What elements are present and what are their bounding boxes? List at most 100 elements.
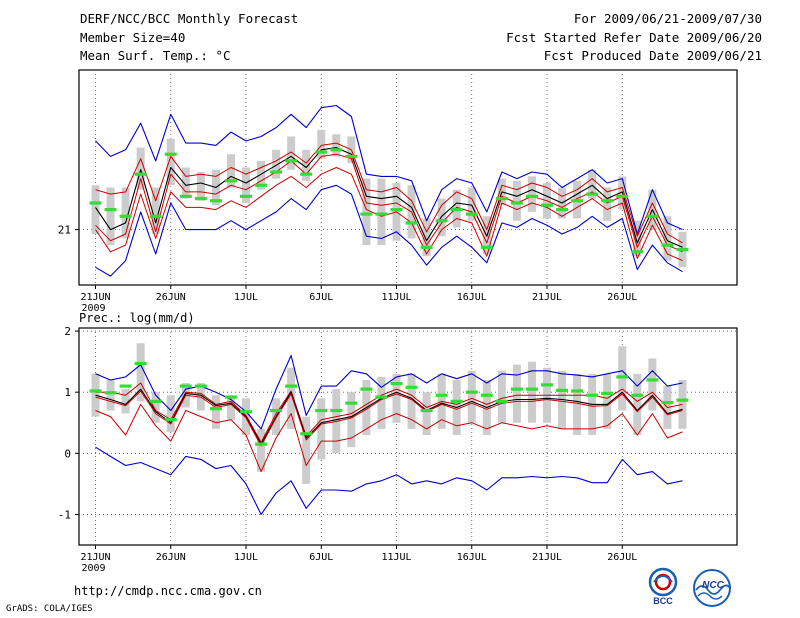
member-size-label: Member Size=40 xyxy=(80,30,186,45)
series-line-mean xyxy=(95,388,683,445)
spread-bar xyxy=(648,358,657,411)
reference-marker xyxy=(149,214,162,218)
x-tick-label: 26JUN xyxy=(156,552,186,563)
spread-bar xyxy=(588,169,597,199)
spread-bar xyxy=(257,428,266,472)
series-line-band-upper xyxy=(95,142,683,244)
reference-marker xyxy=(465,212,478,216)
reference-marker xyxy=(661,243,674,247)
reference-marker xyxy=(450,208,463,212)
series-line-band-upper xyxy=(95,382,683,443)
reference-marker xyxy=(149,399,162,403)
series-line-band-lower xyxy=(95,153,683,253)
series-line-min xyxy=(95,167,683,262)
plot-frame xyxy=(78,327,738,546)
reference-marker xyxy=(330,408,343,413)
spread-bar xyxy=(272,149,281,179)
spread-bar xyxy=(136,147,145,190)
reference-marker xyxy=(315,408,328,413)
reference-marker xyxy=(601,391,614,396)
reference-marker xyxy=(495,399,508,403)
source-url[interactable]: http://cmdp.ncc.cma.gov.cn xyxy=(74,584,262,598)
spread-bar xyxy=(287,136,296,170)
reference-marker xyxy=(375,395,388,399)
reference-marker xyxy=(330,148,343,152)
series-line-min-envelope xyxy=(95,446,683,515)
reference-marker xyxy=(179,194,192,198)
spread-bar xyxy=(121,187,130,239)
x-year-label: 2009 xyxy=(82,303,106,314)
spread-bar xyxy=(287,367,296,429)
spread-bar xyxy=(527,361,536,423)
ncc-logo-text: NCC xyxy=(702,580,724,591)
reference-marker xyxy=(209,199,222,203)
reference-marker xyxy=(586,192,599,196)
forecast-produced-date: Fcst Produced Date 2009/06/21 xyxy=(543,48,762,63)
series-line-max xyxy=(95,354,683,430)
reference-marker xyxy=(480,393,493,397)
spread-bar xyxy=(151,187,160,235)
reference-marker xyxy=(676,398,689,402)
reference-marker xyxy=(255,442,268,446)
reference-marker xyxy=(631,250,644,254)
reference-marker xyxy=(270,170,283,174)
reference-marker xyxy=(435,219,448,223)
spread-bar xyxy=(166,138,175,186)
spread-bar xyxy=(467,370,476,423)
reference-marker xyxy=(240,194,252,198)
x-tick-label: 26JUL xyxy=(607,552,637,563)
reference-marker xyxy=(480,245,493,249)
spread-bar xyxy=(362,178,371,246)
reference-marker xyxy=(360,212,373,216)
reference-marker xyxy=(571,389,584,393)
x-year-label: 2009 xyxy=(82,563,106,574)
spread-bar xyxy=(663,216,672,261)
spread-bar xyxy=(226,154,235,188)
reference-marker xyxy=(556,388,569,392)
spread-bar xyxy=(422,392,431,435)
x-tick-label: 1JUL xyxy=(234,292,258,303)
forecast-start-date: Fcst Started Refer Date 2009/06/20 xyxy=(506,30,762,45)
spread-bar xyxy=(181,167,190,199)
spread-bar xyxy=(603,187,612,221)
reference-marker xyxy=(209,407,222,411)
reference-marker xyxy=(285,159,298,163)
reference-marker xyxy=(89,201,102,205)
spread-bar xyxy=(527,176,536,212)
reference-marker xyxy=(450,399,463,403)
x-tick-label: 16JUL xyxy=(457,552,487,563)
spread-bar xyxy=(151,392,160,423)
spread-bar xyxy=(302,416,311,484)
spread-bar xyxy=(317,398,326,460)
reference-marker xyxy=(661,400,674,405)
reference-marker xyxy=(164,152,177,156)
x-tick-label: 21JUN xyxy=(80,292,110,303)
spread-bar xyxy=(573,373,582,435)
x-tick-label: 6JUL xyxy=(309,552,333,563)
ncc-logo-icon: NCC xyxy=(693,569,731,607)
x-tick-label: 21JUL xyxy=(532,292,562,303)
reference-marker xyxy=(616,194,629,198)
spread-bar xyxy=(211,395,220,429)
reference-marker xyxy=(104,391,117,395)
spread-bar xyxy=(136,343,145,402)
reference-marker xyxy=(194,196,207,201)
reference-marker xyxy=(390,208,403,212)
reference-marker xyxy=(360,387,373,391)
series-line-mean xyxy=(95,147,683,248)
spread-bar xyxy=(422,218,431,257)
panel-temperature: 21 21JUN 26JUN 1JUL 6JUL 11JUL 16JUL 21JUL 26JUL… xyxy=(58,69,738,314)
reference-marker xyxy=(179,384,192,388)
spread-bar xyxy=(302,149,311,181)
reference-marker xyxy=(646,214,659,218)
reference-marker xyxy=(119,214,132,218)
reference-marker xyxy=(224,395,237,399)
bcc-logo-icon: BCC xyxy=(648,567,678,606)
spread-bar xyxy=(603,373,612,429)
reference-marker xyxy=(300,432,313,436)
grads-credit: GrADS: COLA/IGES xyxy=(6,604,93,614)
reference-marker xyxy=(571,199,584,203)
x-tick-label: 21JUN xyxy=(80,552,110,563)
spread-bar xyxy=(633,220,642,257)
